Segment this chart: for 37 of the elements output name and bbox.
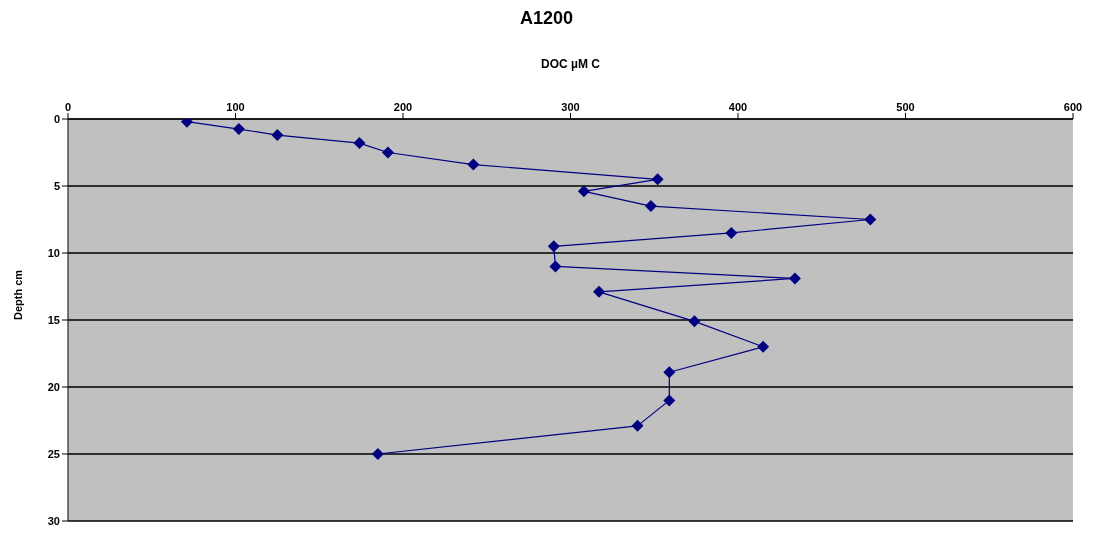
point bbox=[577, 185, 590, 198]
point bbox=[371, 448, 384, 460]
point bbox=[381, 146, 394, 159]
y-axis-title: Depth cm bbox=[11, 269, 24, 320]
point bbox=[592, 285, 605, 298]
y-tick-label: 10 bbox=[47, 246, 60, 259]
point bbox=[467, 158, 480, 171]
x-tick-label: 600 bbox=[1063, 101, 1083, 113]
point bbox=[725, 226, 738, 239]
point bbox=[651, 173, 664, 186]
point bbox=[353, 137, 366, 150]
x-tick-label: 400 bbox=[728, 101, 748, 113]
point bbox=[688, 315, 701, 328]
x-tick-label: 0 bbox=[64, 101, 72, 113]
y-tick-label: 15 bbox=[47, 313, 60, 326]
y-tick-label: 5 bbox=[53, 179, 60, 192]
point bbox=[271, 129, 284, 142]
x-axis-title: DOC µM C bbox=[541, 56, 601, 71]
y-tick-label: 20 bbox=[47, 380, 60, 393]
point bbox=[232, 123, 245, 136]
point bbox=[864, 213, 877, 226]
x-tick-label: 300 bbox=[561, 101, 580, 113]
point bbox=[547, 240, 560, 253]
x-tick-label: 200 bbox=[393, 101, 413, 113]
point bbox=[631, 419, 644, 432]
chart-title: A1200 bbox=[518, 8, 574, 29]
point bbox=[663, 394, 676, 407]
point bbox=[663, 366, 676, 379]
y-tick-label: 25 bbox=[47, 447, 60, 460]
y-tick-label: 30 bbox=[47, 514, 60, 527]
point bbox=[549, 260, 562, 273]
point bbox=[757, 340, 770, 353]
y-tick-label: 0 bbox=[53, 112, 60, 125]
x-tick-label: 500 bbox=[896, 101, 915, 113]
x-tick-label: 100 bbox=[226, 101, 245, 113]
point bbox=[788, 272, 801, 285]
point bbox=[644, 200, 657, 213]
